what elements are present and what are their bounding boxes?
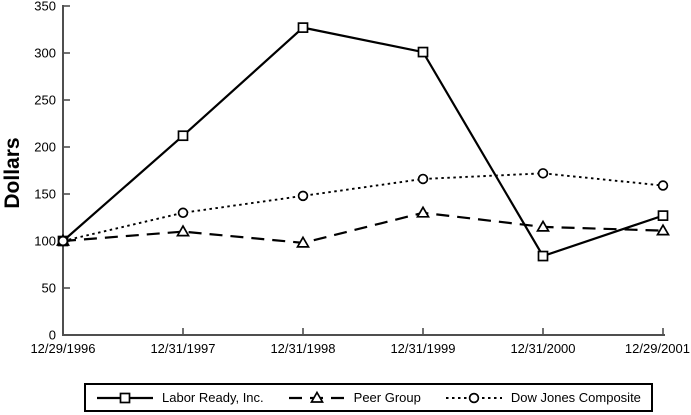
y-tick-label: 100 — [34, 234, 56, 249]
x-tick-label: 12/31/1998 — [270, 341, 335, 356]
legend: Labor Ready, Inc. Peer Group Dow Jones Com… — [84, 383, 653, 412]
x-tick-label: 12/31/1999 — [390, 341, 455, 356]
plot-area: 0 50 100 150 200 250 300 350 12/29/1996 12/31/199… — [30, 0, 690, 356]
x-tick-label: 12/29/2001 — [625, 341, 690, 356]
triangle-marker — [309, 390, 324, 403]
y-tick-label: 0 — [49, 328, 56, 343]
legend-item-labor-ready-inc: Labor Ready, Inc. — [96, 390, 264, 406]
triangle-marker — [176, 224, 190, 237]
circle-marker — [537, 168, 549, 179]
square-marker — [119, 392, 131, 403]
square-marker — [177, 130, 189, 142]
series-line — [62, 172, 664, 242]
x-tick-label: 12/31/1997 — [150, 341, 215, 356]
y-tick-label: 250 — [34, 93, 56, 108]
circle-marker — [297, 190, 309, 202]
triangle-marker — [296, 235, 310, 248]
series-labor-ready-inc — [57, 22, 669, 262]
solid-line-swatch-icon — [97, 392, 153, 403]
circle-marker — [468, 392, 480, 403]
triangle-marker — [656, 223, 670, 236]
x-tick-label: 12/29/1996 — [30, 341, 95, 356]
y-tick-label: 350 — [34, 0, 56, 14]
square-marker — [297, 22, 309, 33]
dotted-line-swatch-icon — [445, 392, 502, 403]
legend-label: Peer Group — [353, 390, 421, 405]
y-tick-label: 300 — [34, 46, 56, 61]
square-marker — [657, 210, 669, 221]
triangle-marker — [536, 219, 550, 232]
square-marker — [417, 46, 429, 58]
legend-item-dow-jones-composite: Dow Jones Composite — [445, 390, 641, 406]
triangle-marker — [416, 205, 430, 218]
circle-marker — [417, 173, 429, 185]
x-tick-label: 12/31/2000 — [510, 341, 575, 356]
square-marker — [537, 250, 549, 262]
circle-marker — [177, 207, 189, 219]
circle-marker — [657, 180, 669, 191]
circle-marker — [57, 235, 69, 247]
series-dow-jones-composite — [57, 168, 669, 247]
y-tick-label: 200 — [34, 140, 56, 155]
legend-label: Dow Jones Composite — [510, 390, 641, 405]
series-line — [62, 26, 664, 258]
dashed-line-swatch-icon — [288, 390, 345, 403]
y-tick-label: 150 — [34, 187, 56, 202]
legend-label: Labor Ready, Inc. — [162, 390, 264, 405]
series-line — [62, 211, 664, 244]
y-tick-label: 50 — [42, 281, 56, 296]
series-peer-group — [56, 205, 670, 248]
legend-item-peer-group: Peer Group — [288, 390, 421, 406]
